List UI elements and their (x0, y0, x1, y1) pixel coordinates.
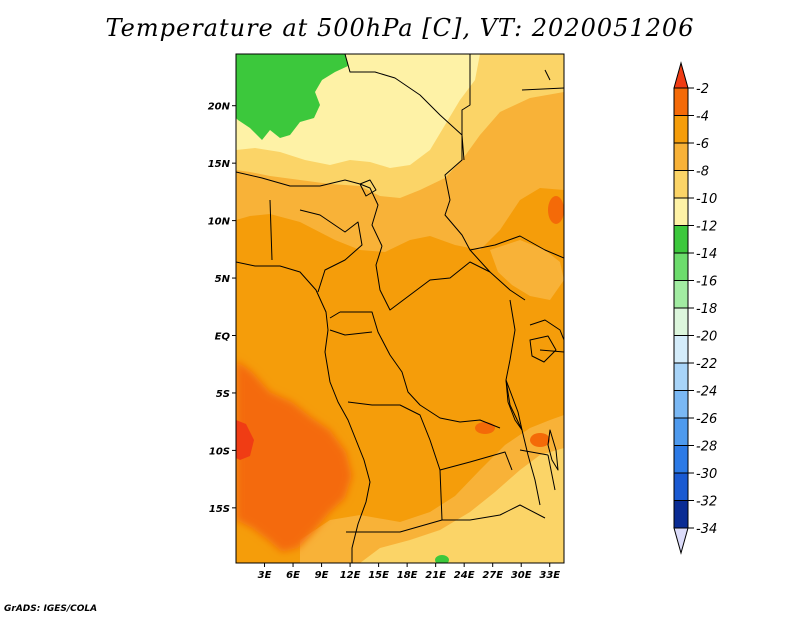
colorbar-swatch (673, 197, 689, 226)
field-warm-spot-east (548, 196, 564, 224)
border-sudan-south (469, 235, 564, 259)
field-cool-spot-south (435, 555, 449, 563)
lon-label: 3E (258, 570, 272, 581)
border-congo-drc (340, 311, 501, 429)
lon-label: 30E (511, 570, 532, 581)
colorbar-label: -10 (696, 192, 717, 207)
colorbar-label: -12 (696, 220, 717, 235)
colorbar-label: -28 (696, 440, 717, 455)
field-patch-east (490, 240, 564, 300)
colorbar-label: -24 (696, 385, 717, 400)
border-niger-south (236, 171, 383, 247)
field-warm-spot-east2 (530, 433, 550, 447)
lat-label: 5S (216, 389, 230, 400)
colorbar-swatch (673, 362, 689, 391)
colorbar-label: -30 (696, 467, 717, 482)
colorbar-label: -16 (696, 275, 717, 290)
border-niger-north (344, 54, 465, 161)
temperature-field (236, 54, 564, 563)
lat-label: 15N (208, 159, 231, 170)
colorbar-label: -14 (696, 247, 717, 262)
border-angola-drc (347, 401, 513, 471)
lat-label: 15S (209, 504, 230, 515)
colorbar-label: -32 (696, 495, 717, 510)
colorbar-label: -26 (696, 412, 717, 427)
border-misc-small (329, 69, 564, 491)
colorbar-swatch (673, 500, 689, 529)
lon-label: 12E (340, 570, 361, 581)
field-band-south-minus-10 (360, 448, 564, 563)
border-lake-chad (359, 179, 377, 197)
colorbar-label: -18 (696, 302, 717, 317)
colorbar-label: -34 (696, 522, 717, 537)
colorbar-swatch (673, 390, 689, 419)
colorbar-swatch (673, 142, 689, 171)
border-east-africa (505, 299, 541, 506)
lon-label: 33E (539, 570, 560, 581)
lat-label: 20N (208, 102, 231, 113)
field-warm-core (236, 420, 254, 460)
field-warm-plume-west (236, 360, 352, 552)
colorbar-label: -8 (696, 165, 709, 180)
lat-label: 10N (208, 217, 231, 228)
latitude-labels: 20N 15N 10N 5N EQ 5S 10S 15S (208, 102, 236, 515)
colorbar-swatch (673, 472, 689, 501)
colorbar-swatch (673, 307, 689, 336)
lat-label: 5N (215, 274, 231, 285)
border-chad-east (444, 54, 491, 273)
colorbar-label: -2 (696, 82, 709, 97)
longitude-labels: 3E 6E 9E 12E 15E 18E 21E 24E 27E 30E 33E (258, 563, 560, 581)
colorbar-swatch (673, 252, 689, 281)
colorbar-bottom-arrow (673, 527, 689, 555)
colorbar-swatch (673, 170, 689, 199)
border-lake-tanganyika (505, 379, 523, 431)
lon-label: 21E (425, 570, 446, 581)
border-nigeria-cameroon (269, 199, 363, 293)
colorbar-swatch (673, 445, 689, 474)
boundaries (236, 54, 564, 563)
colorbar-swatch (673, 335, 689, 364)
field-band-minus-14 (236, 54, 348, 140)
credit-text: GrADS: IGES/COLA (4, 604, 98, 614)
colorbar-swatch (673, 225, 689, 254)
colorbar-swatch (673, 280, 689, 309)
colorbar-swatch (673, 87, 689, 116)
lon-label: 15E (368, 570, 389, 581)
lon-label: 9E (315, 570, 329, 581)
lat-label: 10S (209, 446, 230, 457)
coastline (236, 261, 371, 563)
colorbar-swatch (673, 115, 689, 144)
border-angola-zambia (346, 469, 546, 533)
colorbar-swatch (673, 417, 689, 446)
lon-label: 27E (482, 570, 503, 581)
border-lake-malawi (547, 429, 559, 471)
border-lake-victoria (529, 335, 557, 363)
lat-label: EQ (215, 332, 231, 343)
colorbar: -2 -4 -6 -8 -10 -12 -14 -16 -18 -20 -22 -24 -26 -28 -3… (673, 61, 717, 555)
lon-label: 24E (454, 570, 475, 581)
colorbar-label: -4 (696, 110, 709, 125)
lon-label: 6E (286, 570, 300, 581)
border-car-north (375, 245, 526, 311)
map-frame (235, 53, 565, 564)
map-title: Temperature at 500hPa [C], VT: 202005120… (105, 14, 695, 42)
lon-label: 18E (397, 570, 418, 581)
colorbar-label: -22 (696, 357, 717, 372)
border-uganda-kenya (529, 319, 564, 353)
colorbar-label: -20 (696, 330, 717, 345)
field-warm-spot-center (475, 422, 495, 434)
colorbar-top-arrow (673, 61, 689, 89)
colorbar-label: -6 (696, 137, 709, 152)
